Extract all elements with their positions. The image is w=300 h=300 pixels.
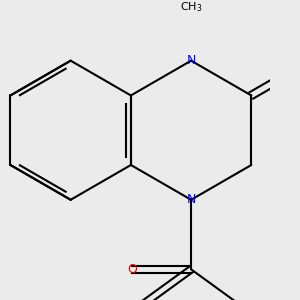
- Text: N: N: [186, 193, 196, 206]
- Text: O: O: [299, 59, 300, 72]
- Text: O: O: [127, 263, 137, 276]
- Text: CH$_3$: CH$_3$: [180, 0, 203, 14]
- Text: N: N: [186, 54, 196, 67]
